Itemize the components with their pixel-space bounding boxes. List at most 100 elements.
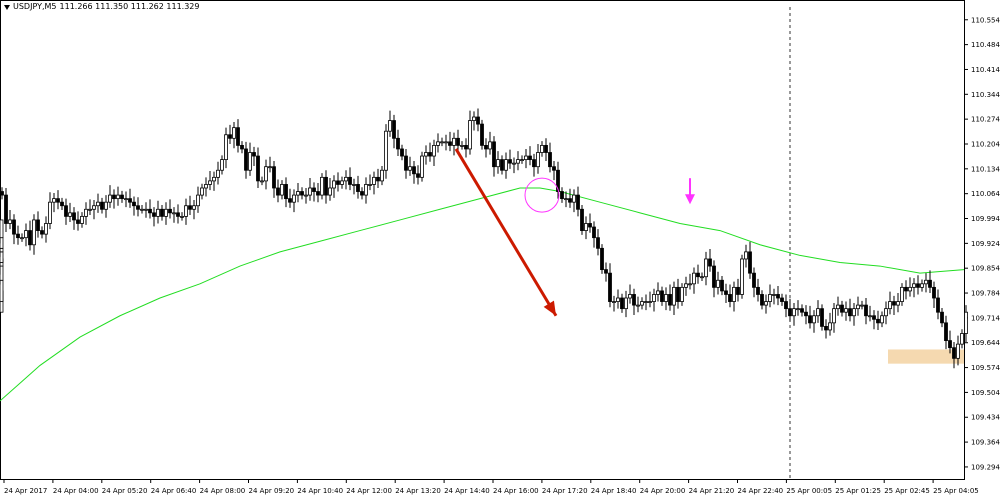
dropdown-triangle-icon[interactable]: [4, 4, 10, 10]
candle-body: [344, 176, 348, 182]
candle-body: [692, 272, 696, 285]
y-tick-label: 109.434: [971, 414, 1000, 422]
candle-body: [192, 205, 196, 210]
candle-body: [720, 279, 724, 292]
candle-body: [492, 141, 496, 168]
candle-body: [712, 265, 716, 288]
candle-body: [200, 187, 204, 196]
candle-body: [900, 286, 904, 302]
candle-body: [772, 294, 776, 296]
y-tick-label: 109.644: [971, 339, 1000, 347]
candle-body: [4, 194, 8, 224]
candle-body: [524, 155, 528, 161]
candle-body: [752, 272, 756, 288]
candle-body: [852, 308, 856, 317]
candle-body: [176, 212, 180, 217]
candle-body: [92, 205, 96, 210]
candle-body: [824, 325, 828, 331]
y-tick-label: 109.784: [971, 290, 1000, 298]
candle-body: [296, 191, 300, 196]
candle-body: [420, 155, 424, 178]
candle-body: [280, 184, 284, 196]
candle-body: [404, 155, 408, 171]
candle-body: [540, 145, 544, 153]
x-tick-label: 25 Apr 01:25: [835, 487, 881, 495]
x-tick-label: 25 Apr 02:45: [884, 487, 930, 495]
candle-body: [952, 347, 956, 359]
candle-body: [796, 308, 800, 311]
candle-body: [0, 219, 4, 239]
candle-body: [472, 116, 476, 121]
candle-body: [828, 322, 832, 331]
candle-body: [612, 301, 616, 303]
candle-body: [40, 230, 44, 235]
candle-body: [348, 176, 352, 185]
candle-body: [332, 180, 336, 189]
candle-body: [60, 201, 64, 207]
candle-body: [588, 223, 592, 228]
candle-body: [128, 198, 132, 203]
candle-body: [532, 159, 536, 168]
symbol-label: USDJPY,M5: [13, 2, 57, 11]
candle-body: [844, 308, 848, 313]
candle-body: [520, 159, 524, 162]
candle-body: [476, 116, 480, 125]
candle-body: [628, 294, 632, 299]
x-tick-label: 24 Apr 10:40: [297, 487, 343, 495]
candle-body: [268, 166, 272, 169]
candle-body: [416, 173, 420, 178]
candle-body: [856, 304, 860, 310]
candle-body: [496, 159, 500, 168]
candle-body: [816, 308, 820, 317]
candle-body: [336, 180, 340, 185]
candle-body: [80, 215, 84, 224]
candle-body: [76, 219, 80, 224]
candle-body: [212, 176, 216, 182]
candle-body: [428, 152, 432, 157]
candle-body: [72, 212, 76, 221]
highlight-circle: [524, 177, 560, 213]
candle-body: [68, 212, 72, 217]
candle-body: [768, 294, 772, 302]
y-tick-label: 109.714: [971, 314, 1000, 322]
x-tick-label: 24 Apr 08:00: [200, 487, 246, 495]
candle-body: [120, 194, 124, 200]
candle-body: [868, 315, 872, 318]
candle-body: [604, 269, 608, 274]
candle-body: [500, 159, 504, 171]
candle-body: [528, 155, 532, 161]
candle-body: [160, 208, 164, 217]
candle-body: [748, 251, 752, 274]
candle-body: [320, 176, 324, 196]
candle-body: [228, 134, 232, 139]
candle-body: [596, 237, 600, 249]
x-tick-label: 24 Apr 2017: [4, 487, 47, 495]
candle-body: [184, 205, 188, 217]
candle-body: [356, 184, 360, 192]
candle-body: [932, 286, 936, 299]
down-arrow-head: [685, 194, 695, 205]
candle-body: [104, 201, 108, 210]
candle-body: [44, 223, 48, 235]
candle-body: [84, 208, 88, 217]
candle-body: [880, 315, 884, 324]
x-tick-label: 25 Apr 00:05: [786, 487, 832, 495]
candle-body: [744, 251, 748, 260]
candle-body: [812, 315, 816, 324]
candle-body: [312, 187, 316, 192]
candle-body: [516, 159, 520, 164]
candle-body: [220, 159, 224, 171]
candle-body: [264, 166, 268, 182]
y-tick-label: 109.294: [971, 463, 1000, 471]
candle-body: [916, 283, 920, 288]
candle-body: [652, 294, 656, 302]
candle-body: [736, 286, 740, 295]
candle-body: [452, 137, 456, 146]
y-tick-label: 109.924: [971, 240, 1000, 248]
candle-body: [960, 333, 964, 345]
candle-body: [608, 272, 612, 302]
candle-body: [556, 169, 560, 192]
candle-body: [16, 233, 20, 239]
candle-body: [572, 194, 576, 203]
